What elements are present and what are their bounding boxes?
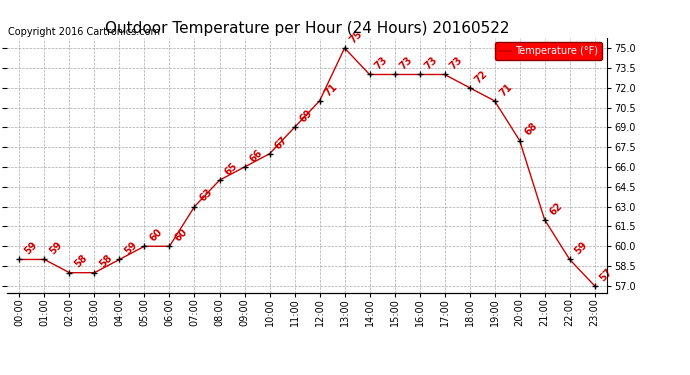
Text: 73: 73	[447, 55, 464, 72]
Text: 60: 60	[172, 227, 189, 243]
Title: Outdoor Temperature per Hour (24 Hours) 20160522: Outdoor Temperature per Hour (24 Hours) …	[105, 21, 509, 36]
Text: 58: 58	[97, 253, 114, 270]
Legend: Temperature (°F): Temperature (°F)	[495, 42, 602, 60]
Text: 68: 68	[522, 121, 539, 138]
Text: 63: 63	[197, 187, 214, 204]
Text: 58: 58	[72, 253, 89, 270]
Text: 59: 59	[47, 240, 63, 257]
Text: 72: 72	[473, 68, 489, 85]
Text: 59: 59	[22, 240, 39, 257]
Text: 65: 65	[222, 161, 239, 177]
Text: 60: 60	[147, 227, 164, 243]
Text: 71: 71	[497, 81, 514, 98]
Text: 59: 59	[573, 240, 589, 257]
Text: Copyright 2016 Cartronics.com: Copyright 2016 Cartronics.com	[8, 27, 159, 37]
Text: 62: 62	[547, 200, 564, 217]
Text: 75: 75	[347, 28, 364, 45]
Text: 67: 67	[273, 134, 289, 151]
Text: 59: 59	[122, 240, 139, 257]
Text: 73: 73	[422, 55, 439, 72]
Text: 66: 66	[247, 148, 264, 164]
Text: 69: 69	[297, 108, 314, 124]
Text: 57: 57	[598, 267, 614, 283]
Text: 73: 73	[373, 55, 389, 72]
Text: 73: 73	[397, 55, 414, 72]
Text: 71: 71	[322, 81, 339, 98]
